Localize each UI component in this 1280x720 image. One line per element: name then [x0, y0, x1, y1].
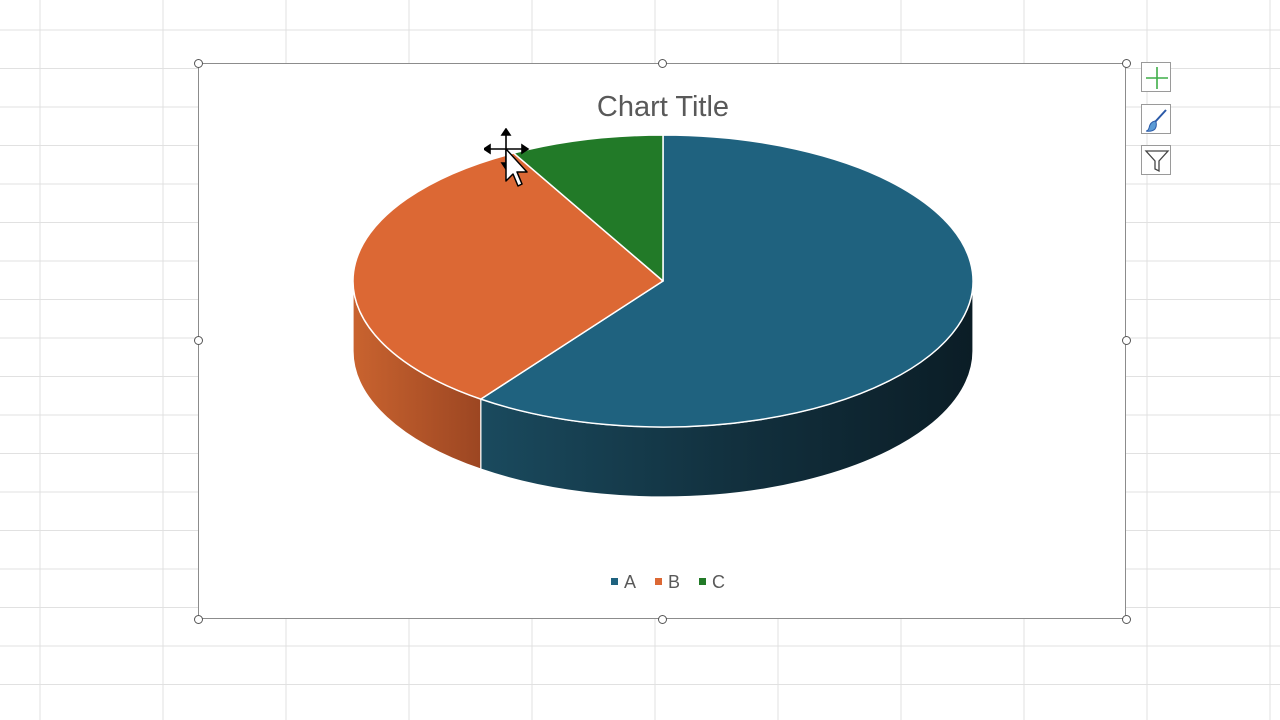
resize-handle-bottom[interactable]	[658, 615, 667, 624]
chart-canvas: Chart Title A B C	[352, 91, 974, 592]
legend-key-B	[655, 578, 662, 585]
plus-icon	[1146, 67, 1168, 89]
pie-slice-B[interactable]	[352, 152, 664, 400]
legend-label-A: A	[624, 572, 636, 592]
resize-handle-top-left[interactable]	[194, 59, 203, 68]
chart-title[interactable]: Chart Title	[597, 91, 729, 123]
legend-label-C: C	[712, 572, 725, 592]
resize-handle-bottom-right[interactable]	[1122, 615, 1131, 624]
chart-area[interactable]: Chart Title A B C	[198, 63, 1126, 619]
move-pointer-icon	[484, 128, 530, 187]
resize-handle-left[interactable]	[194, 336, 203, 345]
resize-handle-top[interactable]	[658, 59, 667, 68]
paintbrush-icon	[1145, 109, 1167, 132]
resize-handle-top-right[interactable]	[1122, 59, 1131, 68]
chart-legend[interactable]: A B C	[611, 572, 725, 592]
pie-slice-A[interactable]	[480, 134, 974, 428]
legend-key-A	[611, 578, 618, 585]
chart-styles-button[interactable]	[1141, 104, 1171, 134]
resize-handle-right[interactable]	[1122, 336, 1131, 345]
pie-slice-C[interactable]	[512, 134, 664, 282]
legend-label-B: B	[668, 572, 680, 592]
funnel-icon	[1144, 150, 1170, 173]
chart-filters-button[interactable]	[1141, 145, 1171, 175]
legend-key-C	[699, 578, 706, 585]
resize-handle-bottom-left[interactable]	[194, 615, 203, 624]
chart-elements-button[interactable]	[1141, 62, 1171, 92]
pie-plot	[352, 134, 974, 498]
